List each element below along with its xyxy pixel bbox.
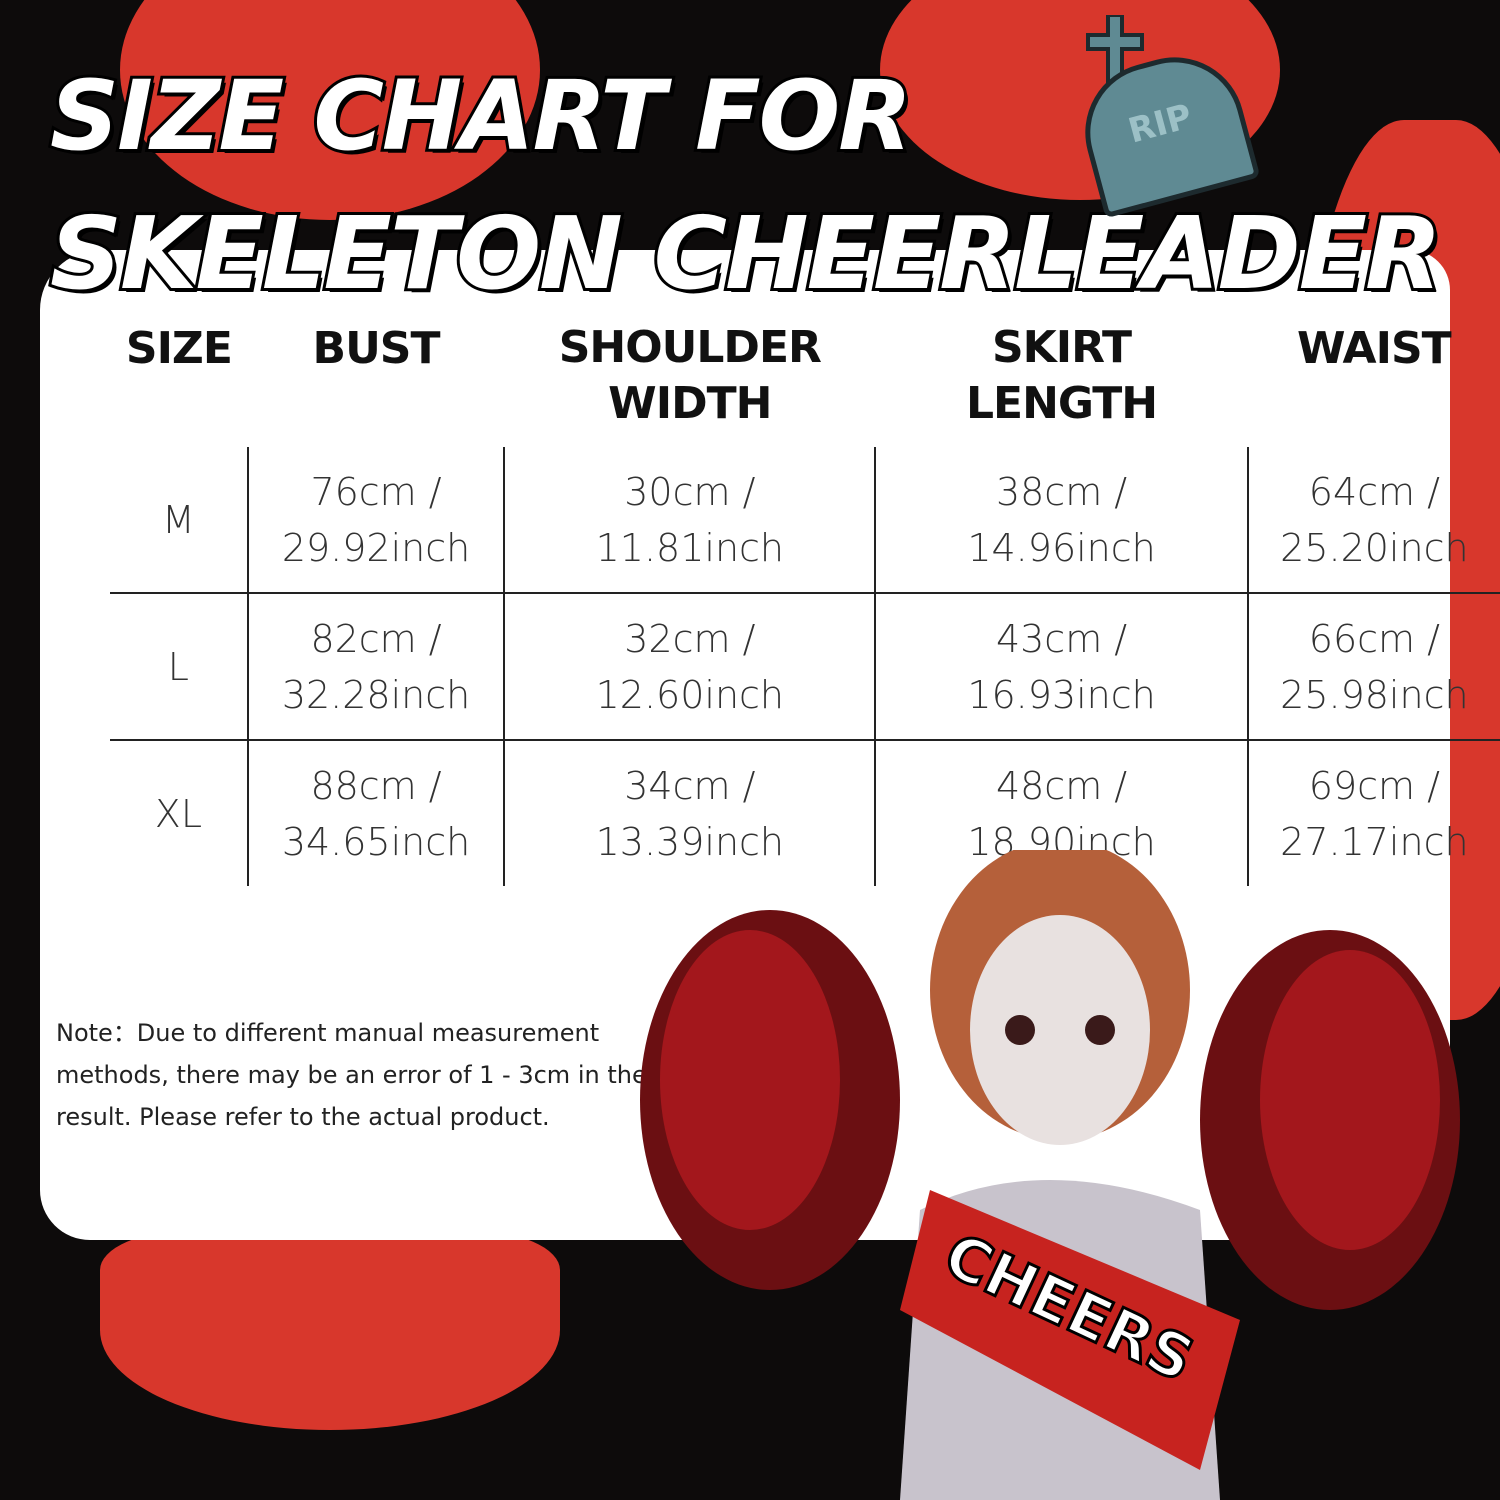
table-row: M 76cm / 29.92inch 30cm / 11.81inch 38cm / 14.… <box>110 447 1500 593</box>
cell-waist: 64cm / 25.20inch <box>1246 447 1500 593</box>
cell-waist: 69cm / 27.17inch <box>1246 739 1500 886</box>
right-pompom <box>1200 930 1460 1310</box>
cheers-sash <box>900 1190 1240 1470</box>
cm-value: 30cm / <box>624 469 756 514</box>
cell-bust: 76cm / 29.92inch <box>246 447 505 593</box>
inch-value: 12.60inch <box>595 672 785 717</box>
left-pompom <box>640 910 900 1290</box>
inch-value: 11.81inch <box>595 525 785 570</box>
face <box>970 915 1150 1145</box>
table-row: XL 88cm / 34.65inch 34cm / 13.39inch 48cm /18… <box>110 739 1500 886</box>
cm-value: 66cm / <box>1308 616 1440 661</box>
cheerleader-model-photo: CHEERS <box>640 850 1460 1500</box>
title-line-1: SIZE CHART FOR <box>47 57 915 175</box>
inch-value: 25.20inch <box>1280 525 1469 570</box>
cm-value: 32cm / <box>624 616 756 661</box>
cm-value: 69cm / <box>1308 763 1440 808</box>
header-waist: WAIST <box>1297 323 1452 374</box>
cell-size: M <box>161 497 195 542</box>
cell-waist: 66cm / 25.98inch <box>1246 592 1500 740</box>
measurement-note: Note：Due to different manual measurement… <box>56 1019 647 1131</box>
cell-shoulder: 30cm / 11.81inch <box>503 447 876 593</box>
size-table: SIZE BUST SHOULDER WIDTH SKIRT LENGTH WA… <box>110 320 1500 886</box>
cm-value: 88cm / <box>310 763 442 808</box>
title-line-2: SKELETON CHEERLEADER <box>47 192 1445 315</box>
cm-value: 34cm / <box>624 763 756 808</box>
cm-value: 48cm / <box>995 763 1128 808</box>
cell-skirt: 48cm /18.90inch <box>874 739 1248 886</box>
cell-bust: 82cm / 32.28inch <box>246 592 505 740</box>
inch-value: 14.96inch <box>967 525 1156 570</box>
header-shoulder-width: SHOULDER WIDTH <box>558 322 822 429</box>
table-row: L 82cm / 32.28inch 32cm / 12.60inch 43cm / 16.… <box>110 592 1500 740</box>
cell-shoulder: 32cm / 12.60inch <box>503 592 876 740</box>
cm-value: 43cm / <box>995 616 1128 661</box>
cell-size: XL <box>110 739 248 886</box>
cell-shoulder: 34cm / 13.39inch <box>503 739 876 886</box>
inch-value: 32.28inch <box>281 672 471 717</box>
header-bust: BUST <box>312 323 441 374</box>
inch-value: 25.98inch <box>1280 672 1469 717</box>
cell-bust: 88cm / 34.65inch <box>246 739 505 886</box>
inch-value: 16.93inch <box>967 672 1156 717</box>
cell-size: L <box>110 592 248 740</box>
inch-value: 29.92inch <box>281 525 471 570</box>
inch-value: 27.17inch <box>1280 819 1469 864</box>
cm-value: 76cm / <box>310 469 442 514</box>
cm-value: 82cm / <box>310 616 442 661</box>
header-size: SIZE <box>125 323 233 374</box>
cell-skirt: 43cm / 16.93inch <box>874 592 1248 740</box>
inch-value: 13.39inch <box>595 819 785 864</box>
header-skirt-length: SKIRT LENGTH <box>965 322 1158 429</box>
table-header-row: SIZE BUST SHOULDER WIDTH SKIRT LENGTH WA… <box>110 320 1500 447</box>
cm-value: 64cm / <box>1308 469 1440 514</box>
tombstone-text: RIP <box>1124 96 1197 152</box>
cm-value: 38cm / <box>995 469 1128 514</box>
inch-value: 34.65inch <box>281 819 471 864</box>
cross-icon <box>1086 15 1144 85</box>
cell-skirt: 38cm / 14.96inch <box>874 447 1248 593</box>
